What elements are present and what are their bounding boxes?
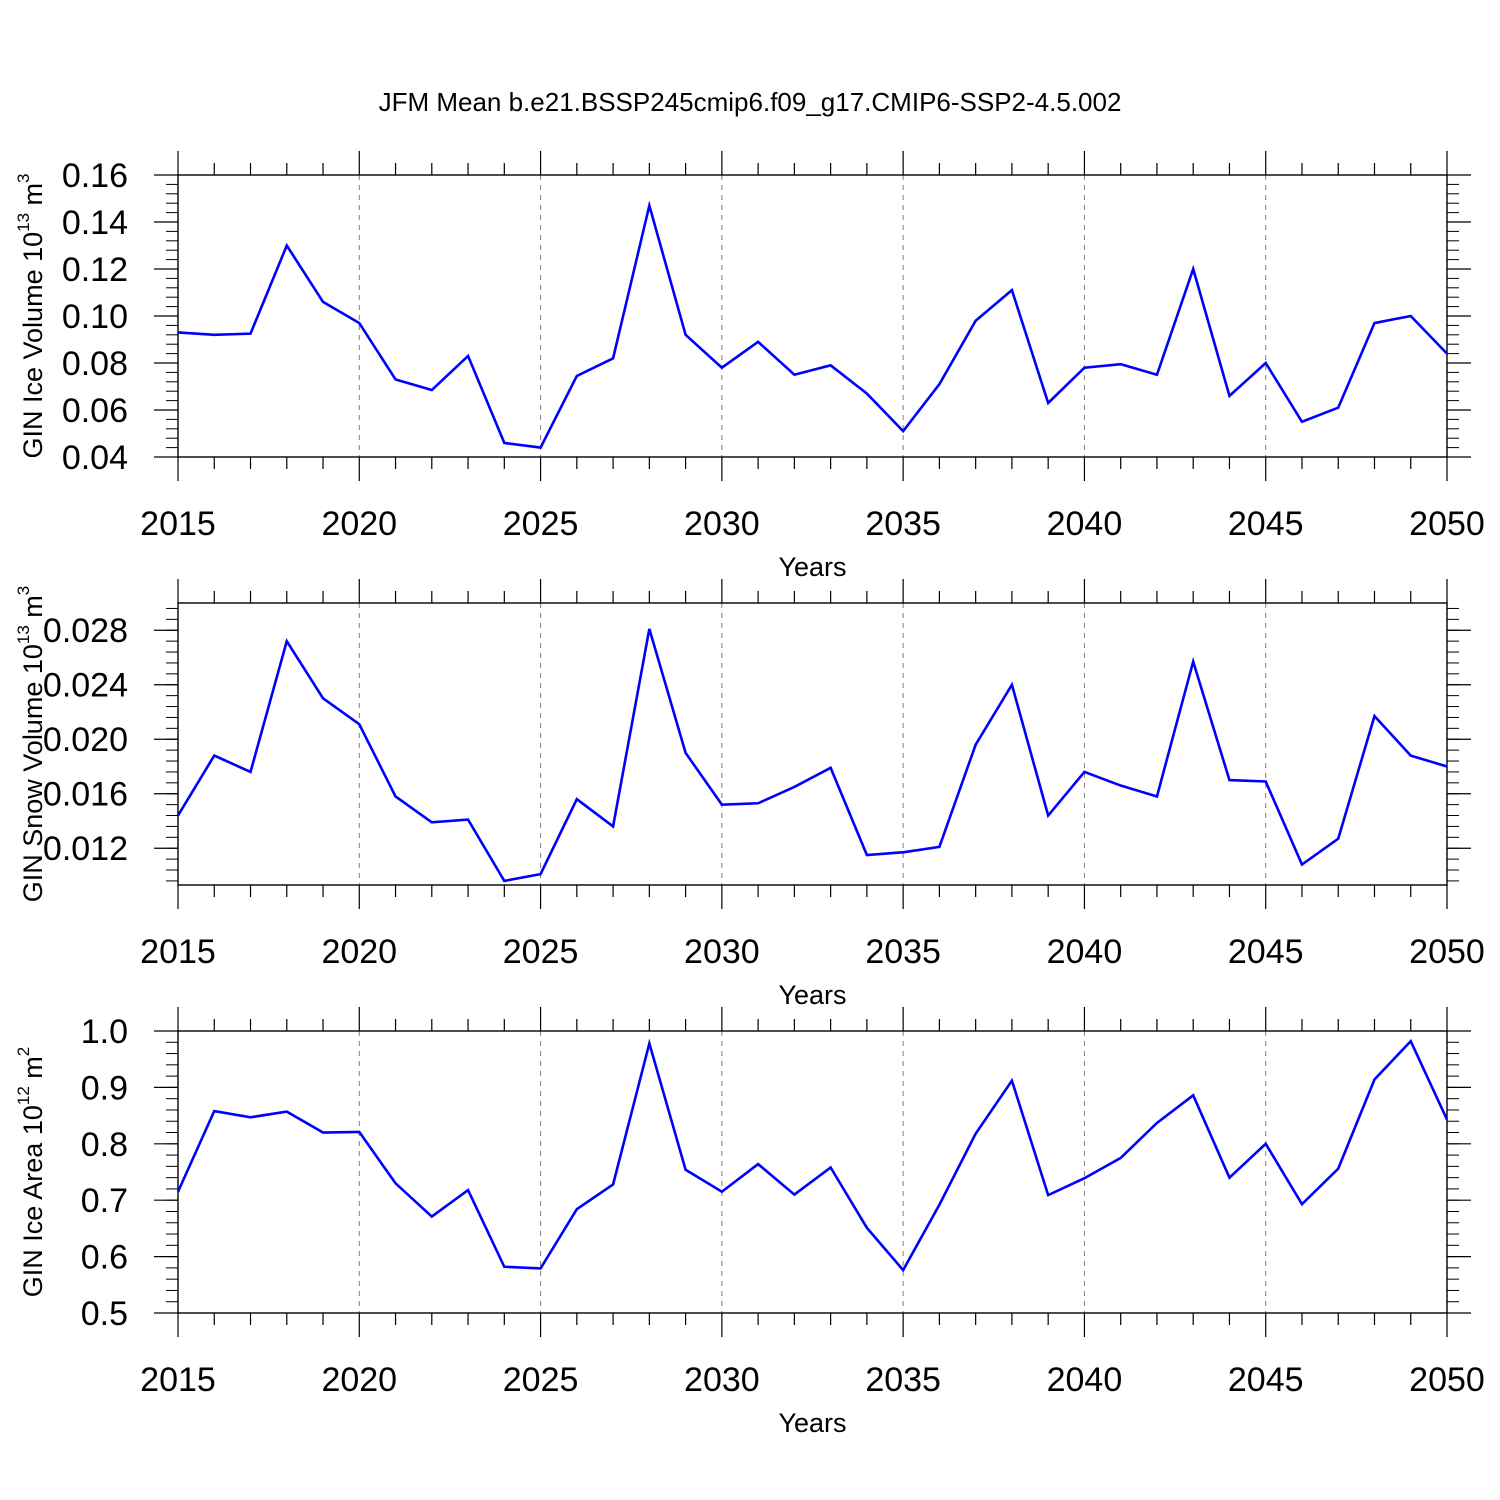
y-tick-label: 0.06	[62, 392, 128, 430]
y-axis-label-text: m	[18, 1056, 48, 1086]
x-tick-label: 2045	[1228, 1361, 1304, 1399]
x-tick-label: 2045	[1228, 933, 1304, 971]
x-tick-label: 2020	[321, 505, 397, 543]
x-tick-label: 2030	[684, 933, 760, 971]
x-tick-label: 2020	[321, 933, 397, 971]
y-tick-label: 1.0	[81, 1013, 128, 1051]
x-tick-label: 2040	[1047, 1361, 1123, 1399]
x-axis-label: Years	[778, 1408, 846, 1438]
series-line	[176, 628, 1448, 883]
y-tick-label: 0.020	[43, 721, 128, 759]
y-tick-label: 0.8	[81, 1126, 128, 1164]
panel-ice-area: 0.5 0.6 0.7 0.8 0.9 1.0 2015 2020 2025 2030 2035 20…	[14, 1007, 1485, 1438]
y-axis-label: GIN Ice Volume 1013 m3	[14, 173, 48, 458]
x-tick-label: 2020	[321, 1361, 397, 1399]
y-tick-label: 0.08	[62, 345, 128, 383]
plot-frame	[177, 174, 1448, 458]
x-tick-label: 2040	[1047, 505, 1123, 543]
y-axis-label-superscript: 13	[14, 625, 33, 644]
panels: 0.04 0.06 0.08 0.10 0.12 0.14 0.16 2015 2020 2025…	[14, 151, 1485, 1438]
y-tick-label: 0.024	[43, 667, 128, 705]
y-axis-label: GIN Ice Area 1012 m2	[14, 1047, 48, 1298]
y-tick-label: 0.028	[43, 612, 128, 650]
y-tick-label: 0.9	[81, 1069, 128, 1107]
x-tick-label: 2030	[684, 1361, 760, 1399]
x-tick-label: 2050	[1409, 505, 1485, 543]
y-tick-label: 0.7	[81, 1182, 128, 1220]
panel-snow-volume: 0.012 0.016 0.020 0.024 0.028 2015 2020 2025 203…	[14, 579, 1485, 1010]
y-tick-label: 0.14	[62, 204, 128, 242]
y-tick-label: 0.16	[62, 157, 128, 195]
y-axis-label-superscript: 12	[14, 1086, 33, 1105]
y-axis-label-text: GIN Ice Volume 10	[18, 232, 48, 459]
x-tick-label: 2035	[865, 1361, 941, 1399]
figure-title: JFM Mean b.e21.BSSP245cmip6.f09_g17.CMIP…	[379, 87, 1122, 117]
x-tick-label: 2015	[140, 933, 216, 971]
x-tick-label: 2040	[1047, 933, 1123, 971]
plot-frame	[177, 602, 1448, 886]
y-axis-label-superscript: 13	[14, 213, 33, 232]
x-tick-label: 2030	[684, 505, 760, 543]
y-axis-label-superscript: 3	[14, 173, 33, 182]
y-axis-label-superscript: 3	[14, 586, 33, 595]
y-tick-label: 0.016	[43, 776, 128, 814]
y-axis-label-text: GIN Ice Area 10	[18, 1105, 48, 1297]
x-axis-label: Years	[778, 552, 846, 582]
y-tick-label: 0.04	[62, 439, 128, 477]
y-tick-label: 0.10	[62, 298, 128, 336]
plot-frame	[177, 1030, 1448, 1314]
y-axis-label-superscript: 2	[14, 1047, 33, 1056]
x-tick-label: 2015	[140, 1361, 216, 1399]
y-tick-label: 0.012	[43, 830, 128, 868]
x-tick-label: 2050	[1409, 933, 1485, 971]
y-tick-label: 0.6	[81, 1239, 128, 1277]
x-tick-label: 2035	[865, 933, 941, 971]
x-axis-label: Years	[778, 980, 846, 1010]
x-tick-label: 2050	[1409, 1361, 1485, 1399]
y-tick-label: 0.12	[62, 251, 128, 289]
y-axis-label-text: m	[18, 183, 48, 213]
y-axis-label: GIN Snow Volume 1013 m3	[14, 586, 48, 903]
panel-ice-volume: 0.04 0.06 0.08 0.10 0.12 0.14 0.16 2015 2020 2025…	[14, 151, 1485, 582]
y-tick-label: 0.5	[81, 1295, 128, 1333]
x-tick-label: 2025	[503, 933, 579, 971]
series-line	[177, 200, 1448, 450]
x-tick-label: 2035	[865, 505, 941, 543]
x-tick-label: 2025	[503, 505, 579, 543]
y-axis-label-text: GIN Snow Volume 10	[18, 644, 48, 902]
x-tick-label: 2025	[503, 1361, 579, 1399]
y-axis-label-text: m	[18, 595, 48, 625]
x-tick-label: 2015	[140, 505, 216, 543]
series-line	[176, 1038, 1449, 1273]
x-tick-label: 2045	[1228, 505, 1304, 543]
